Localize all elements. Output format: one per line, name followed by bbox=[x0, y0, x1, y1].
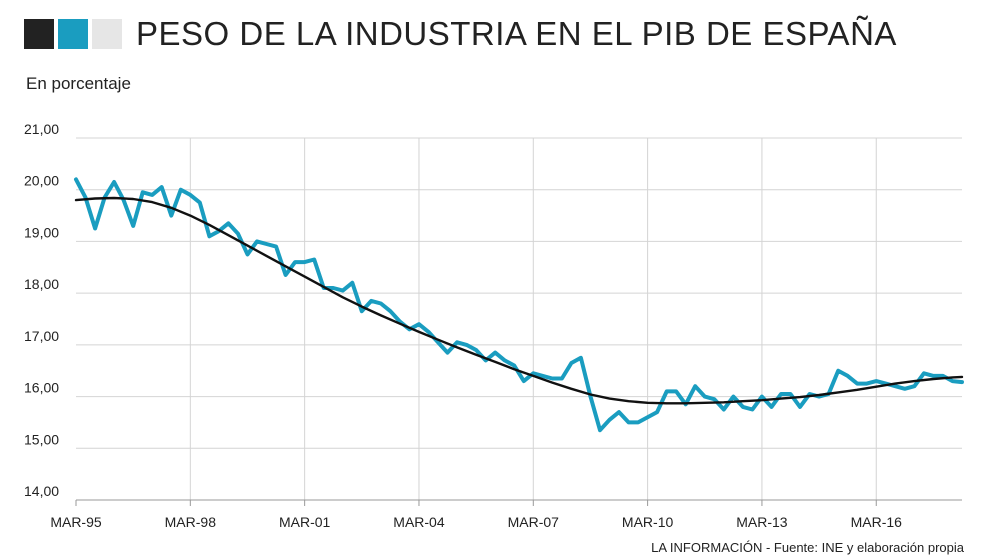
source-note: LA INFORMACIÓN - Fuente: INE y elaboraci… bbox=[651, 540, 964, 555]
x-tick-label: MAR-07 bbox=[508, 514, 560, 530]
y-tick-label: 17,00 bbox=[24, 328, 59, 344]
y-tick-label: 16,00 bbox=[24, 380, 59, 396]
y-tick-label: 21,00 bbox=[24, 121, 59, 137]
y-tick-label: 18,00 bbox=[24, 276, 59, 292]
gridlines bbox=[76, 137, 962, 500]
series-line-trend bbox=[74, 196, 964, 405]
y-tick-label: 20,00 bbox=[24, 173, 59, 189]
axes: 21,00 20,00 19,00 18,00 17,00 16,00 15,00 14,00… bbox=[24, 121, 962, 530]
x-tick-label: MAR-10 bbox=[622, 514, 674, 530]
chart-title: PESO DE LA INDUSTRIA EN EL PIB DE ESPAÑA bbox=[136, 15, 897, 52]
y-tick-label: 15,00 bbox=[24, 431, 59, 447]
series-layer bbox=[74, 177, 964, 433]
black-square bbox=[24, 19, 54, 49]
x-tick-label: MAR-95 bbox=[50, 514, 102, 530]
x-tick-label: MAR-16 bbox=[851, 514, 903, 530]
y-tick-label: 14,00 bbox=[24, 483, 59, 499]
chart-header: PESO DE LA INDUSTRIA EN EL PIB DE ESPAÑA bbox=[24, 12, 897, 56]
y-tick-label: 19,00 bbox=[24, 224, 59, 240]
grey-square bbox=[92, 19, 122, 49]
x-tick-label: MAR-04 bbox=[393, 514, 445, 530]
teal-square bbox=[58, 19, 88, 49]
chart-subtitle: En porcentaje bbox=[26, 74, 131, 93]
x-tick-label: MAR-98 bbox=[165, 514, 217, 530]
x-tick-label: MAR-13 bbox=[736, 514, 788, 530]
x-tick-label: MAR-01 bbox=[279, 514, 331, 530]
